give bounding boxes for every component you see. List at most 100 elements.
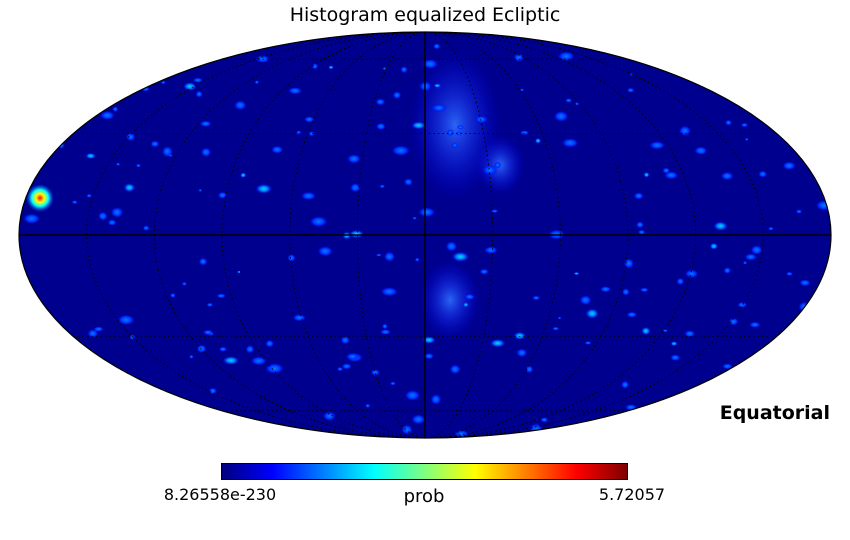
point-source (189, 354, 194, 359)
point-source (446, 129, 455, 137)
point-source (740, 122, 749, 128)
point-source (411, 121, 427, 130)
colorbar-title: prob (403, 486, 445, 507)
point-source (520, 88, 524, 92)
point-source (255, 183, 273, 194)
point-source (404, 389, 421, 401)
point-source (565, 98, 573, 103)
point-source (135, 163, 142, 168)
point-source (534, 137, 542, 144)
point-source (744, 253, 758, 261)
point-source (254, 80, 260, 85)
point-source (455, 131, 463, 136)
point-source (365, 403, 371, 408)
point-source (633, 192, 644, 200)
point-source (390, 381, 396, 386)
point-source (737, 301, 748, 308)
point-source (309, 216, 328, 228)
colorbar (221, 463, 628, 480)
point-source (637, 229, 646, 235)
point-source (265, 339, 275, 348)
point-source (744, 137, 749, 141)
point-source (304, 116, 315, 123)
point-source (584, 341, 592, 345)
coordinate-system-label: Equatorial (719, 402, 830, 424)
point-source (484, 246, 498, 254)
point-source (490, 209, 499, 213)
point-source (287, 254, 296, 262)
point-source (317, 246, 334, 257)
point-source (561, 138, 579, 148)
point-source (345, 352, 360, 361)
point-source (170, 292, 176, 298)
point-source (422, 58, 439, 69)
point-source (382, 66, 388, 71)
point-source (424, 352, 435, 360)
point-source (553, 110, 569, 122)
point-source (451, 251, 470, 262)
point-source (670, 341, 678, 347)
point-source (749, 321, 761, 328)
point-source (414, 257, 420, 262)
point-source (412, 216, 418, 220)
point-source (629, 72, 634, 76)
point-source (196, 344, 207, 353)
point-source (750, 245, 763, 255)
point-source (418, 207, 436, 218)
point-source (525, 365, 534, 374)
point-source (532, 295, 541, 301)
point-source (87, 329, 99, 338)
point-source (664, 171, 679, 180)
point-source (125, 132, 136, 142)
point-source (643, 171, 650, 178)
point-source (112, 106, 119, 112)
point-source (451, 142, 459, 149)
point-source (464, 293, 475, 300)
point-source (462, 302, 469, 308)
point-source (400, 66, 408, 74)
point-source (474, 115, 488, 124)
point-source (479, 268, 489, 275)
point-source (433, 83, 442, 88)
point-source (311, 63, 319, 70)
point-source (728, 317, 739, 326)
point-source (208, 387, 217, 395)
point-source (337, 366, 344, 372)
point-source (202, 329, 214, 336)
point-source (85, 152, 97, 160)
point-source (322, 411, 337, 421)
point-source (107, 219, 117, 226)
point-source (300, 191, 317, 201)
point-source (641, 326, 651, 336)
point-source (482, 165, 498, 176)
point-source (237, 270, 241, 274)
point-source (376, 253, 382, 257)
point-source (160, 80, 167, 85)
point-source (328, 65, 334, 70)
point-source (219, 346, 228, 352)
point-source (150, 140, 160, 148)
point-source (694, 146, 708, 155)
point-source (742, 260, 748, 265)
point-source (579, 295, 592, 306)
point-source (676, 277, 685, 286)
point-source (585, 308, 600, 319)
point-source (117, 314, 135, 326)
point-source (411, 414, 426, 425)
point-source (430, 393, 442, 405)
point-source (200, 147, 212, 157)
point-source (552, 326, 560, 331)
point-source (626, 311, 638, 318)
colorbar-min-label: 8.26558e-230 (163, 485, 277, 504)
point-source (192, 77, 203, 83)
point-source (599, 286, 612, 293)
point-source (516, 348, 528, 358)
point-source (456, 124, 464, 130)
point-source (287, 87, 303, 95)
point-source (636, 221, 644, 229)
point-source (403, 178, 413, 186)
point-source (662, 329, 668, 333)
point-source (392, 91, 402, 99)
point-source (574, 102, 580, 106)
point-source (370, 369, 381, 376)
